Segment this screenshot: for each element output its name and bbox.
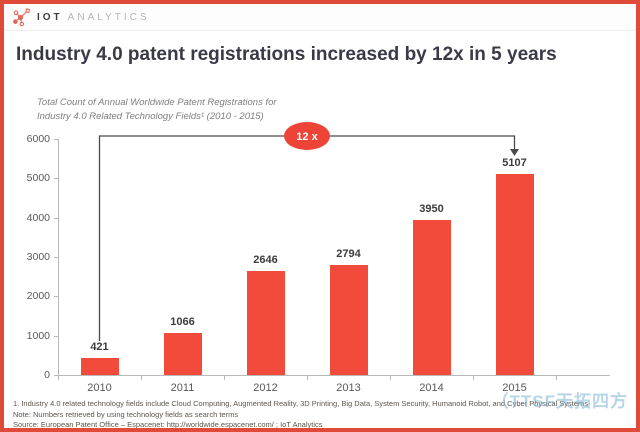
brand-header: IOT ANALYTICS (4, 4, 636, 31)
bar-value-label: 5107 (502, 157, 527, 170)
bar-2015 (495, 174, 534, 375)
bar-2014 (412, 219, 451, 375)
y-axis-tick (54, 296, 58, 298)
footnote-note: Note: Numbers retrieved by using technol… (13, 409, 239, 419)
x-axis-label: 2014 (419, 382, 444, 394)
y-axis-label: 1000 (26, 329, 50, 342)
bar-chart-plot-area: 0 1000 2000 3000 4000 5000 6000 421 2010 1066 2011… (4, 4, 636, 428)
x-axis-tick (473, 376, 474, 380)
y-axis-tick (54, 335, 58, 337)
chart-subtitle-line2: Industry 4.0 Related Technology Fields¹ … (37, 111, 264, 123)
bar-value-label: 3950 (419, 202, 444, 215)
y-axis-tick (54, 217, 58, 219)
x-axis-label: 2011 (170, 382, 195, 394)
bar-2013 (329, 265, 368, 375)
y-axis-label: 5000 (26, 172, 50, 185)
bar-2011 (163, 333, 202, 375)
page-title: Industry 4.0 patent registrations increa… (16, 44, 557, 65)
bar-value-label: 421 (90, 341, 109, 354)
bar-2010 (80, 358, 119, 375)
bar-value-label: 2794 (336, 248, 361, 261)
footnotes: 1. Industry 4.0 related technology field… (13, 399, 628, 430)
x-axis-tick (390, 376, 391, 380)
watermark: （TTSF天拓四方 (491, 392, 628, 411)
brand-name-iot: IOT (37, 11, 63, 23)
y-axis-label: 4000 (26, 211, 50, 224)
x-axis-label: 2013 (336, 382, 361, 394)
x-axis-tick (58, 376, 59, 380)
x-axis-line (58, 375, 610, 376)
y-axis-label: 6000 (26, 133, 50, 145)
y-axis-line (58, 139, 59, 375)
bar-value-label: 1066 (170, 316, 195, 329)
y-axis-tick (54, 375, 58, 376)
x-axis-tick (224, 376, 225, 380)
x-axis-label: 2015 (502, 382, 527, 394)
footnote-source: Source: European Patent Office – Espacen… (13, 420, 323, 430)
chart-subtitle-line1: Total Count of Annual Worldwide Patent R… (37, 97, 277, 108)
y-axis-label: 0 (44, 369, 50, 381)
y-axis-tick (54, 257, 58, 258)
y-axis-tick (54, 139, 58, 140)
x-axis-tick (556, 376, 557, 380)
chart-subtitle: Total Count of Annual Worldwide Patent R… (37, 96, 277, 125)
x-axis-label: 2012 (253, 382, 278, 394)
brand-name-analytics: ANALYTICS (67, 11, 150, 23)
y-axis-label: 3000 (26, 251, 50, 263)
x-axis-label: 2010 (87, 382, 112, 394)
x-axis-tick (141, 376, 142, 380)
bar-value-label: 2646 (253, 253, 278, 266)
x-axis-tick (307, 376, 308, 380)
y-axis-label: 2000 (26, 290, 50, 303)
bar-2012 (246, 270, 285, 375)
iot-analytics-logo-icon (13, 8, 31, 27)
y-axis-tick (54, 178, 58, 180)
footnote-1: 1. Industry 4.0 related technology field… (13, 399, 589, 408)
